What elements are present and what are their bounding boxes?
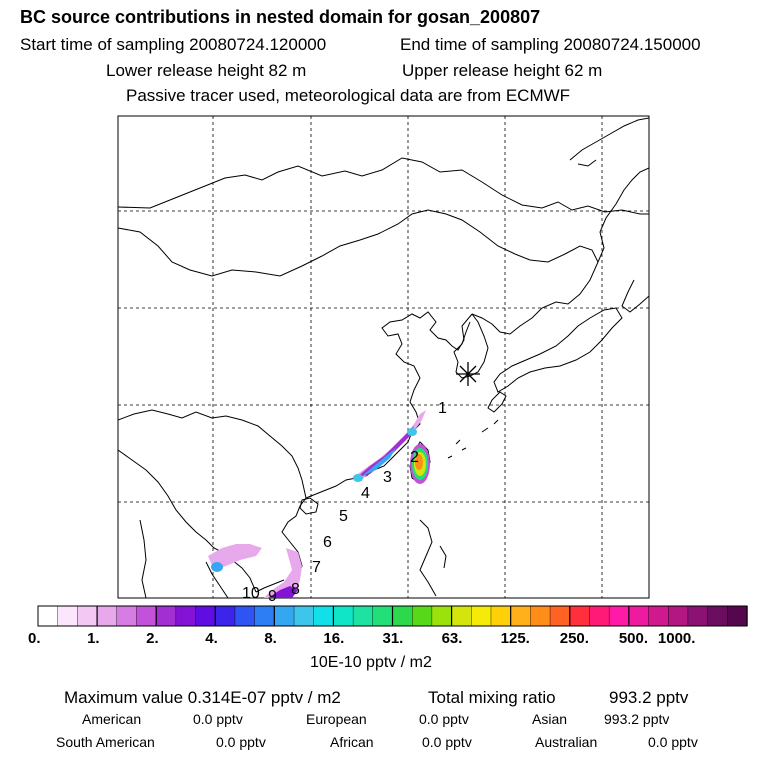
lower-release-height: Lower release height 82 m xyxy=(106,61,307,80)
european-label: European xyxy=(306,711,367,727)
colorbar-cells xyxy=(37,605,748,627)
colorbar-cell xyxy=(549,605,571,627)
colorbar-frame xyxy=(37,605,748,627)
african-label: African xyxy=(330,734,374,750)
track-label-1: 1 xyxy=(438,400,447,417)
colorbar-units: 10E-10 pptv / m2 xyxy=(310,654,432,671)
european-value: 0.0 pptv xyxy=(419,711,469,727)
colorbar-tick-label: 16. xyxy=(323,630,345,647)
map-frame xyxy=(117,115,650,599)
colorbar-cell xyxy=(510,605,532,627)
asian-value: 993.2 pptv xyxy=(604,711,670,727)
colorbar-cell xyxy=(234,605,256,627)
colorbar-cell xyxy=(195,605,216,627)
colorbar-cell xyxy=(608,605,630,627)
map-panel: 1 2 3 4 5 6 7 8 9 10 xyxy=(117,115,650,605)
colorbar-tick-label: 1000. xyxy=(657,630,696,647)
colorbar-cell xyxy=(313,605,335,627)
upper-release-height: Upper release height 62 m xyxy=(402,61,603,80)
maximum-value: Maximum value 0.314E-07 pptv / m2 xyxy=(64,688,341,707)
colorbar-cell xyxy=(471,605,492,627)
australian-label: Australian xyxy=(535,734,598,750)
colorbar-cell xyxy=(77,605,98,627)
colorbar-tick-label: 63. xyxy=(441,630,463,647)
end-time: End time of sampling 20080724.150000 xyxy=(400,35,701,54)
start-time: Start time of sampling 20080724.120000 xyxy=(20,35,327,54)
colorbar-cell xyxy=(648,605,669,627)
colorbar-cell xyxy=(411,605,433,627)
tracer-note: Passive tracer used, meteorological data… xyxy=(126,86,571,105)
colorbar-cell xyxy=(628,605,650,627)
colorbar-cell xyxy=(530,605,551,627)
south-american-label: South American xyxy=(56,734,155,750)
colorbar-cell xyxy=(589,605,610,627)
track-label-10: 10 xyxy=(242,585,260,602)
colorbar-tick-label: 31. xyxy=(382,630,404,647)
track-label-2: 2 xyxy=(410,449,419,466)
american-value: 0.0 pptv xyxy=(193,711,243,727)
colorbar-tick-label: 250. xyxy=(559,630,589,647)
track-label-4: 4 xyxy=(361,485,370,502)
colorbar-cell xyxy=(490,605,512,627)
colorbar-tick-label: 0. xyxy=(28,630,41,647)
colorbar-cell xyxy=(175,605,197,627)
colorbar-cell xyxy=(431,605,453,627)
track-label-5: 5 xyxy=(339,508,348,525)
colorbar-tick-label: 125. xyxy=(500,630,530,647)
track-label-8: 8 xyxy=(291,581,300,598)
track-label-7: 7 xyxy=(312,559,321,576)
colorbar xyxy=(37,605,748,627)
colorbar-cell xyxy=(372,605,394,627)
colorbar-cell xyxy=(37,605,59,627)
colorbar-cell xyxy=(687,605,709,627)
colorbar-cell xyxy=(392,605,413,627)
track-label-3: 3 xyxy=(383,469,392,486)
colorbar-cell xyxy=(116,605,138,627)
colorbar-cell xyxy=(215,605,236,627)
colorbar-cell xyxy=(569,605,591,627)
colorbar-cell xyxy=(727,605,748,627)
colorbar-cell xyxy=(136,605,157,627)
colorbar-tick-label: 500. xyxy=(618,630,649,647)
colorbar-cell xyxy=(155,605,177,627)
colorbar-tick-label: 2. xyxy=(146,630,159,647)
colorbar-tick-label: 1. xyxy=(87,630,100,647)
colorbar-tick-label: 4. xyxy=(205,630,218,647)
colorbar-cell xyxy=(333,605,354,627)
colorbar-cell xyxy=(274,605,295,627)
concentration-plume xyxy=(208,410,430,598)
australian-value: 0.0 pptv xyxy=(648,734,698,750)
colorbar-cell xyxy=(293,605,315,627)
african-value: 0.0 pptv xyxy=(422,734,472,750)
asian-label: Asian xyxy=(532,711,568,727)
colorbar-cell xyxy=(707,605,728,627)
asterisk-icon xyxy=(456,362,480,386)
total-mixing-label: Total mixing ratio xyxy=(428,688,556,707)
colorbar-cell xyxy=(352,605,374,627)
colorbar-cell xyxy=(96,605,118,627)
plot-title: BC source contributions in nested domain… xyxy=(20,7,541,27)
colorbar-cell xyxy=(254,605,276,627)
track-label-9: 9 xyxy=(268,588,277,605)
track-label-6: 6 xyxy=(323,534,332,551)
colorbar-cell xyxy=(668,605,689,627)
total-mixing-value: 993.2 pptv xyxy=(609,688,689,707)
american-label: American xyxy=(82,711,142,727)
colorbar-tick-label: 8. xyxy=(264,630,277,647)
colorbar-cell xyxy=(57,605,79,627)
colorbar-cell xyxy=(451,605,472,627)
south-american-value: 0.0 pptv xyxy=(216,734,266,750)
